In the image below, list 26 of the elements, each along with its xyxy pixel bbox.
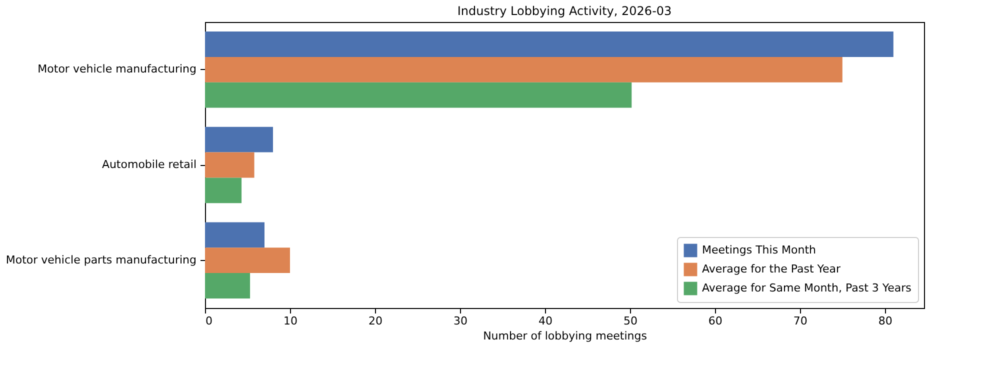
bar bbox=[205, 82, 632, 108]
x-tick-label: 80 bbox=[878, 314, 892, 328]
legend-label: Meetings This Month bbox=[702, 244, 816, 256]
bar bbox=[205, 178, 242, 204]
bar bbox=[205, 32, 894, 57]
legend-label: Average for the Past Year bbox=[702, 262, 842, 276]
x-tick-label: 0 bbox=[206, 314, 212, 328]
y-tick-label: Motor vehicle manufacturing bbox=[38, 62, 196, 76]
bar bbox=[205, 273, 250, 298]
legend-label: Average for Same Month, Past 3 Years bbox=[702, 282, 912, 294]
bar bbox=[205, 248, 290, 274]
bar bbox=[205, 56, 842, 82]
x-tick-label: 40 bbox=[538, 314, 552, 328]
chart-title: Industry Lobbying Activity, 2026-03 bbox=[457, 4, 672, 18]
x-tick-label: 60 bbox=[708, 314, 722, 328]
bar bbox=[205, 222, 264, 248]
x-axis-title: Number of lobbying meetings bbox=[483, 330, 648, 342]
bar bbox=[205, 152, 254, 178]
x-tick-label: 20 bbox=[368, 314, 382, 328]
y-tick-label: Automobile retail bbox=[102, 158, 196, 171]
x-tick-label: 50 bbox=[623, 314, 638, 328]
x-tick-label: 70 bbox=[793, 314, 808, 328]
bar bbox=[205, 126, 273, 152]
x-tick-label: 30 bbox=[453, 314, 468, 328]
y-tick-label: Motor vehicle parts manufacturing bbox=[6, 253, 196, 266]
x-tick-label: 10 bbox=[283, 314, 298, 328]
